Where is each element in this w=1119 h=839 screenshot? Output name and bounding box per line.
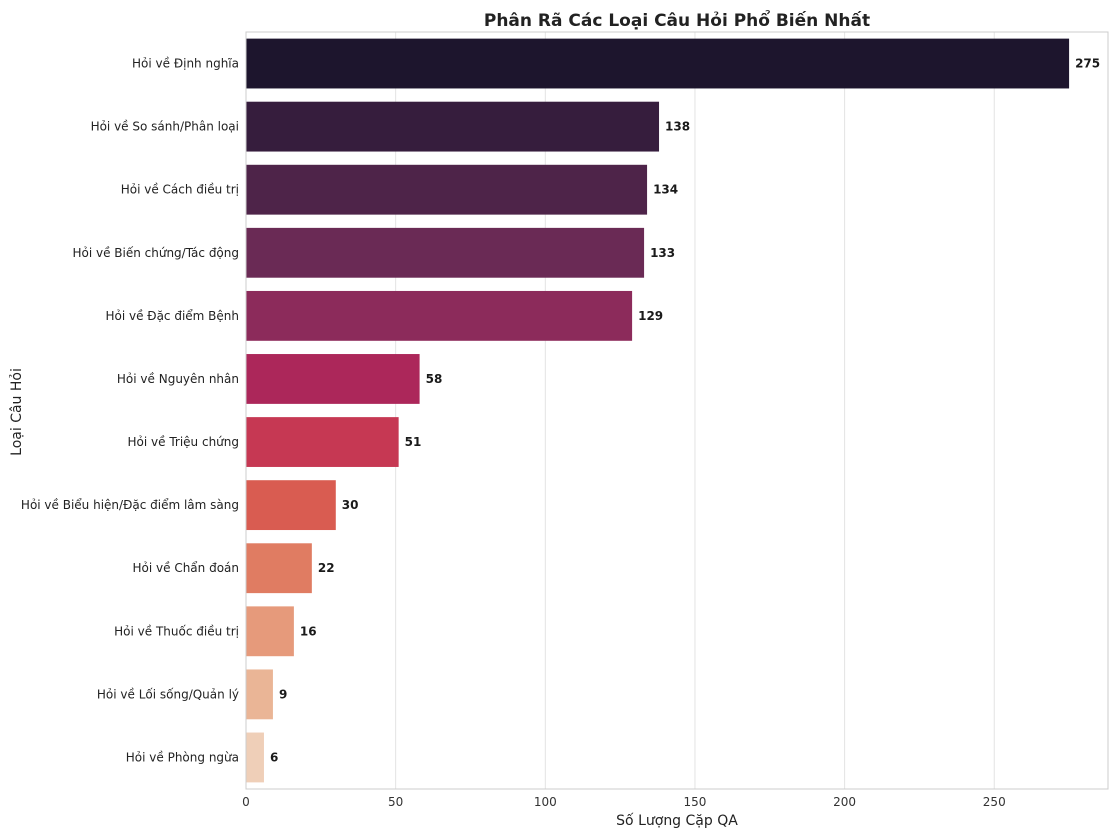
bar: [246, 101, 660, 152]
category-label: Hỏi về Thuốc điều trị: [114, 624, 239, 638]
y-axis-label: Loại Câu Hỏi: [9, 368, 25, 456]
x-tick-labels: 0 50 100 150 200 250: [242, 795, 1006, 809]
plot-frame: [245, 31, 1109, 790]
category-label: Hỏi về So sánh/Phân loại: [91, 120, 239, 134]
x-tick-label: 0: [242, 795, 250, 809]
bar: [246, 543, 312, 594]
value-labels: 275 138 134 133 129 58 51 30 22 16 9 6: [270, 57, 1100, 765]
bar: [246, 164, 648, 215]
data-label: 30: [342, 498, 359, 512]
bar: [246, 290, 633, 341]
data-label: 134: [653, 183, 678, 197]
data-label: 129: [638, 309, 663, 323]
data-label: 22: [318, 561, 335, 575]
category-label: Hỏi về Biến chứng/Tác động: [72, 246, 239, 260]
x-tick-label: 200: [833, 795, 856, 809]
bar: [246, 606, 294, 657]
category-label: Hỏi về Đặc điểm Bệnh: [105, 309, 239, 323]
category-label: Hỏi về Biểu hiện/Đặc điểm lâm sàng: [21, 498, 239, 512]
bar: [246, 669, 273, 720]
category-label: Hỏi về Nguyên nhân: [117, 372, 239, 386]
bars: [246, 38, 1070, 783]
category-label: Hỏi về Cách điều trị: [121, 183, 239, 197]
category-label: Hỏi về Chẩn đoán: [133, 561, 240, 575]
x-tick-label: 50: [388, 795, 403, 809]
category-label: Hỏi về Triệu chứng: [128, 435, 239, 449]
data-label: 9: [279, 687, 287, 701]
data-label: 16: [300, 624, 317, 638]
data-label: 275: [1075, 57, 1100, 71]
bar: [246, 732, 264, 783]
bar: [246, 417, 399, 467]
x-tick-label: 100: [534, 795, 557, 809]
data-label: 138: [665, 120, 690, 134]
bar: [246, 480, 336, 531]
bar: [246, 227, 645, 278]
data-label: 58: [426, 372, 443, 386]
x-tick-label: 150: [684, 795, 707, 809]
bar: [246, 354, 420, 404]
bar: [246, 38, 1070, 89]
data-label: 6: [270, 750, 278, 764]
category-label: Hỏi về Định nghĩa: [132, 57, 239, 71]
data-label: 51: [405, 435, 422, 449]
chart-title: Phân Rã Các Loại Câu Hỏi Phổ Biến Nhất: [484, 9, 870, 31]
data-label: 133: [650, 246, 675, 260]
x-tick-label: 250: [983, 795, 1006, 809]
category-labels: Hỏi về Định nghĩa Hỏi về So sánh/Phân loạ…: [21, 57, 239, 765]
x-axis-label: Số Lượng Cặp QA: [616, 812, 738, 829]
category-label: Hỏi về Lối sống/Quản lý: [97, 687, 239, 701]
category-label: Hỏi về Phòng ngừa: [126, 750, 239, 764]
